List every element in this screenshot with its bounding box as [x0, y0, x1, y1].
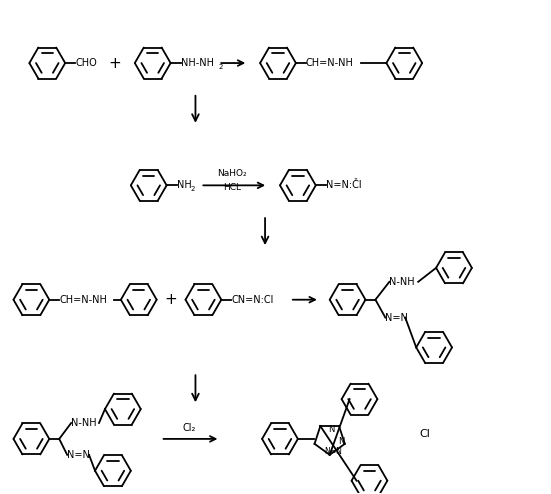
Text: N≡N: N≡N: [325, 448, 343, 456]
Text: +: +: [164, 292, 177, 307]
Text: NaHO₂: NaHO₂: [218, 169, 247, 178]
Text: N=N: N=N: [385, 313, 408, 323]
Text: Cl₂: Cl₂: [183, 423, 196, 433]
Text: NH-NH: NH-NH: [181, 58, 214, 68]
Text: N=N: N=N: [67, 450, 90, 460]
Text: N: N: [328, 425, 335, 434]
Text: N=N:Čl: N=N:Čl: [326, 180, 361, 190]
Text: NH: NH: [176, 180, 191, 190]
Text: +: +: [109, 55, 121, 71]
Text: CN=N:Cl: CN=N:Cl: [231, 295, 274, 305]
Text: N: N: [338, 437, 345, 447]
Text: N-NH: N-NH: [390, 277, 415, 287]
Text: Cl: Cl: [419, 429, 430, 439]
Text: CH=N-NH: CH=N-NH: [306, 58, 354, 68]
Text: HCL: HCL: [223, 183, 241, 192]
Text: 2: 2: [191, 186, 195, 192]
Text: N-NH: N-NH: [71, 418, 97, 428]
Text: 2: 2: [218, 64, 223, 70]
Text: CH=N-NH: CH=N-NH: [59, 295, 107, 305]
Text: CHO: CHO: [75, 58, 97, 68]
